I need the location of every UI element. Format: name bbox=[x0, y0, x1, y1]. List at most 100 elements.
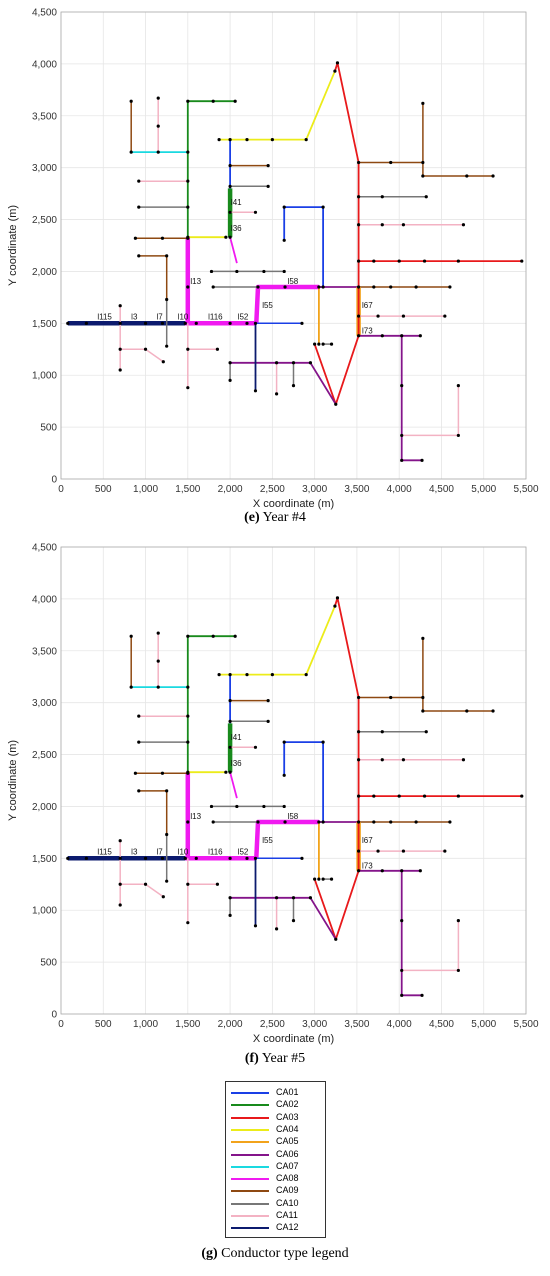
node-point bbox=[421, 160, 425, 165]
node-point bbox=[137, 714, 141, 718]
node-point bbox=[253, 210, 258, 214]
node-point bbox=[313, 342, 317, 346]
conductor-legend: CA01 CA02 CA03 CA04 CA05 CA06 CA07 CA08 CA09 CA10… bbox=[225, 1081, 326, 1238]
node-point bbox=[317, 877, 321, 881]
line-label: l115 bbox=[97, 313, 112, 322]
line-label: l52 bbox=[238, 848, 249, 857]
node-point bbox=[266, 184, 270, 188]
caption-year-5: (f) Year #5 bbox=[0, 1051, 550, 1067]
node-point bbox=[228, 361, 232, 365]
node-point bbox=[228, 184, 232, 188]
node-point bbox=[308, 361, 313, 365]
node-point bbox=[380, 869, 384, 873]
node-point bbox=[129, 150, 133, 154]
node-point bbox=[400, 458, 404, 462]
node-point bbox=[186, 771, 190, 775]
x-tick-label: 5,000 bbox=[471, 1019, 496, 1030]
node-point bbox=[245, 321, 249, 325]
legend-label: CA09 bbox=[276, 1185, 299, 1196]
node-point bbox=[129, 634, 133, 638]
caption-legend: (g) Conductor type legend bbox=[0, 1246, 550, 1262]
node-point bbox=[308, 896, 313, 900]
node-point bbox=[422, 259, 427, 263]
node-point bbox=[335, 61, 340, 65]
legend-item: CA06 bbox=[226, 1149, 325, 1160]
y-tick-label: 1,500 bbox=[32, 319, 57, 330]
y-tick-label: 3,500 bbox=[32, 111, 57, 122]
node-point bbox=[160, 236, 165, 240]
y-tick-label: 4,000 bbox=[32, 594, 57, 605]
node-point bbox=[300, 856, 304, 860]
plot-frame bbox=[60, 11, 527, 480]
node-point bbox=[376, 314, 380, 318]
node-point bbox=[291, 384, 296, 388]
node-point bbox=[245, 138, 249, 142]
node-point bbox=[266, 698, 270, 703]
legend-label: CA05 bbox=[276, 1136, 299, 1147]
y-tick-label: 3,500 bbox=[32, 646, 57, 657]
node-point bbox=[372, 794, 376, 798]
node-point bbox=[245, 673, 249, 677]
line-label: l7 bbox=[157, 313, 164, 322]
caption-label: (g) bbox=[201, 1246, 218, 1261]
node-point bbox=[156, 631, 160, 635]
node-point bbox=[357, 160, 361, 165]
y-tick-label: 1,500 bbox=[32, 854, 57, 865]
node-point bbox=[380, 758, 384, 762]
node-point bbox=[186, 820, 190, 824]
node-point bbox=[228, 235, 232, 239]
legend-swatch bbox=[231, 1227, 269, 1230]
node-point bbox=[253, 924, 258, 928]
x-tick-label: 3,500 bbox=[344, 1019, 369, 1030]
node-point bbox=[317, 285, 321, 289]
node-point bbox=[274, 896, 279, 900]
node-point bbox=[304, 673, 308, 677]
node-point bbox=[321, 877, 325, 881]
node-point bbox=[186, 634, 190, 638]
node-point bbox=[160, 321, 165, 325]
x-tick-label: 0 bbox=[58, 1019, 64, 1030]
line-label: l67 bbox=[362, 301, 373, 310]
node-point bbox=[397, 259, 401, 263]
node-point bbox=[228, 896, 232, 900]
y-tick-label: 2,000 bbox=[32, 802, 57, 813]
node-point bbox=[133, 771, 137, 775]
legend-item: CA11 bbox=[226, 1210, 325, 1221]
x-axis-label: X coordinate (m) bbox=[253, 498, 334, 510]
node-point bbox=[137, 740, 141, 744]
node-point bbox=[133, 236, 137, 240]
line-label: l73 bbox=[362, 862, 373, 871]
node-point bbox=[329, 342, 334, 346]
node-point bbox=[165, 344, 169, 348]
node-point bbox=[414, 285, 418, 289]
line-label: l13 bbox=[190, 812, 201, 821]
node-point bbox=[400, 869, 404, 873]
node-point bbox=[186, 150, 190, 154]
node-point bbox=[321, 342, 325, 346]
legend-swatch bbox=[231, 1190, 269, 1193]
node-point bbox=[165, 879, 169, 883]
node-point bbox=[357, 794, 361, 798]
node-point bbox=[456, 968, 460, 973]
node-point bbox=[118, 882, 122, 886]
node-point bbox=[262, 804, 266, 809]
node-point bbox=[129, 99, 133, 103]
plot-frame bbox=[60, 546, 527, 1015]
conductor-segment-ca08 bbox=[229, 771, 238, 799]
node-point bbox=[456, 433, 460, 438]
node-point bbox=[118, 304, 122, 308]
node-point bbox=[380, 195, 384, 199]
node-point bbox=[253, 856, 258, 860]
line-label: l116 bbox=[208, 313, 223, 322]
node-point bbox=[461, 758, 466, 762]
x-tick-label: 2,000 bbox=[218, 1019, 243, 1030]
node-point bbox=[520, 259, 524, 263]
node-point bbox=[194, 321, 198, 325]
node-point bbox=[401, 223, 406, 227]
node-point bbox=[421, 709, 425, 713]
node-point bbox=[334, 937, 338, 941]
node-point bbox=[282, 269, 286, 274]
node-point bbox=[418, 334, 422, 338]
node-point bbox=[228, 163, 232, 168]
node-point bbox=[143, 882, 148, 886]
